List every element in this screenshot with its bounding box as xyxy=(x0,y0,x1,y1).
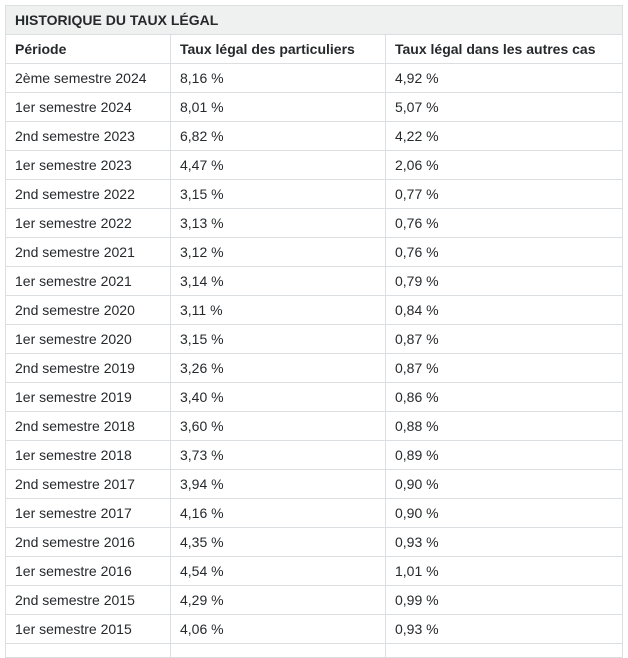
taux-autres-cas-cell: 0,76 % xyxy=(385,208,623,238)
taux-autres-cas-cell: 1,01 % xyxy=(385,556,623,586)
taux-particuliers-cell: 4,47 % xyxy=(170,150,386,180)
table-row: 1er semestre 2024 8,01 % 5,07 % xyxy=(5,92,623,122)
column-header-taux-particuliers: Taux légal des particuliers xyxy=(170,34,386,64)
table-row: 2nd semestre 2016 4,35 % 0,93 % xyxy=(5,527,623,557)
taux-autres-cas-cell: 2,06 % xyxy=(385,150,623,180)
periode-cell xyxy=(5,643,171,658)
periode-cell: 1er semestre 2018 xyxy=(5,440,171,470)
periode-cell: 2nd semestre 2017 xyxy=(5,469,171,499)
periode-cell: 2nd semestre 2019 xyxy=(5,353,171,383)
table-title: HISTORIQUE DU TAUX LÉGAL xyxy=(5,5,623,35)
taux-autres-cas-cell: 5,07 % xyxy=(385,92,623,122)
table-row: 2nd semestre 2021 3,12 % 0,76 % xyxy=(5,237,623,267)
table-row: 2nd semestre 2019 3,26 % 0,87 % xyxy=(5,353,623,383)
taux-particuliers-cell: 3,15 % xyxy=(170,179,386,209)
taux-autres-cas-cell: 0,93 % xyxy=(385,527,623,557)
taux-autres-cas-cell: 0,79 % xyxy=(385,266,623,296)
taux-particuliers-cell: 3,73 % xyxy=(170,440,386,470)
taux-autres-cas-cell: 0,86 % xyxy=(385,382,623,412)
taux-particuliers-cell: 8,16 % xyxy=(170,63,386,93)
table-row: 1er semestre 2022 3,13 % 0,76 % xyxy=(5,208,623,238)
periode-cell: 1er semestre 2016 xyxy=(5,556,171,586)
taux-autres-cas-cell: 0,89 % xyxy=(385,440,623,470)
taux-particuliers-cell: 3,40 % xyxy=(170,382,386,412)
taux-particuliers-cell: 4,35 % xyxy=(170,527,386,557)
legal-rate-history-table: HISTORIQUE DU TAUX LÉGAL Période Taux lé… xyxy=(5,5,623,658)
periode-cell: 1er semestre 2017 xyxy=(5,498,171,528)
taux-autres-cas-cell: 4,22 % xyxy=(385,121,623,151)
table-row: 1er semestre 2020 3,15 % 0,87 % xyxy=(5,324,623,354)
taux-particuliers-cell: 3,15 % xyxy=(170,324,386,354)
taux-particuliers-cell: 8,01 % xyxy=(170,92,386,122)
taux-particuliers-cell: 4,16 % xyxy=(170,498,386,528)
taux-particuliers-cell: 3,11 % xyxy=(170,295,386,325)
taux-particuliers-cell: 3,94 % xyxy=(170,469,386,499)
periode-cell: 1er semestre 2020 xyxy=(5,324,171,354)
periode-cell: 1er semestre 2022 xyxy=(5,208,171,238)
table-row: 2nd semestre 2015 4,29 % 0,99 % xyxy=(5,585,623,615)
taux-particuliers-cell: 3,13 % xyxy=(170,208,386,238)
table-row: 2nd semestre 2020 3,11 % 0,84 % xyxy=(5,295,623,325)
table-row: 1er semestre 2018 3,73 % 0,89 % xyxy=(5,440,623,470)
taux-autres-cas-cell xyxy=(385,643,623,658)
taux-autres-cas-cell: 0,93 % xyxy=(385,614,623,644)
table-header-row: Période Taux légal des particuliers Taux… xyxy=(5,34,623,64)
table-body: 2ème semestre 2024 8,16 % 4,92 % 1er semest… xyxy=(5,63,623,658)
periode-cell: 2nd semestre 2016 xyxy=(5,527,171,557)
table-row: 2nd semestre 2023 6,82 % 4,22 % xyxy=(5,121,623,151)
taux-particuliers-cell: 3,14 % xyxy=(170,266,386,296)
table-row: 2ème semestre 2024 8,16 % 4,92 % xyxy=(5,63,623,93)
column-header-taux-autres-cas: Taux légal dans les autres cas xyxy=(385,34,623,64)
table-row: 1er semestre 2015 4,06 % 0,93 % xyxy=(5,614,623,644)
periode-cell: 2nd semestre 2021 xyxy=(5,237,171,267)
taux-autres-cas-cell: 0,88 % xyxy=(385,411,623,441)
taux-particuliers-cell: 4,29 % xyxy=(170,585,386,615)
taux-particuliers-cell: 6,82 % xyxy=(170,121,386,151)
taux-particuliers-cell: 3,26 % xyxy=(170,353,386,383)
taux-autres-cas-cell: 0,90 % xyxy=(385,498,623,528)
table-title-row: HISTORIQUE DU TAUX LÉGAL xyxy=(5,5,623,35)
table-row: 1er semestre 2021 3,14 % 0,79 % xyxy=(5,266,623,296)
taux-autres-cas-cell: 0,77 % xyxy=(385,179,623,209)
periode-cell: 1er semestre 2024 xyxy=(5,92,171,122)
periode-cell: 2nd semestre 2018 xyxy=(5,411,171,441)
taux-autres-cas-cell: 0,87 % xyxy=(385,353,623,383)
table-row-partial xyxy=(5,643,623,658)
table-row: 2nd semestre 2022 3,15 % 0,77 % xyxy=(5,179,623,209)
periode-cell: 2ème semestre 2024 xyxy=(5,63,171,93)
taux-autres-cas-cell: 0,76 % xyxy=(385,237,623,267)
table-row: 1er semestre 2017 4,16 % 0,90 % xyxy=(5,498,623,528)
periode-cell: 1er semestre 2023 xyxy=(5,150,171,180)
taux-autres-cas-cell: 4,92 % xyxy=(385,63,623,93)
taux-autres-cas-cell: 0,90 % xyxy=(385,469,623,499)
taux-particuliers-cell: 4,06 % xyxy=(170,614,386,644)
periode-cell: 1er semestre 2015 xyxy=(5,614,171,644)
table-row: 2nd semestre 2018 3,60 % 0,88 % xyxy=(5,411,623,441)
table-row: 1er semestre 2019 3,40 % 0,86 % xyxy=(5,382,623,412)
table-row: 2nd semestre 2017 3,94 % 0,90 % xyxy=(5,469,623,499)
table-row: 1er semestre 2016 4,54 % 1,01 % xyxy=(5,556,623,586)
periode-cell: 2nd semestre 2020 xyxy=(5,295,171,325)
taux-particuliers-cell: 4,54 % xyxy=(170,556,386,586)
taux-autres-cas-cell: 0,87 % xyxy=(385,324,623,354)
periode-cell: 2nd semestre 2023 xyxy=(5,121,171,151)
periode-cell: 2nd semestre 2022 xyxy=(5,179,171,209)
periode-cell: 2nd semestre 2015 xyxy=(5,585,171,615)
taux-particuliers-cell xyxy=(170,643,386,658)
periode-cell: 1er semestre 2019 xyxy=(5,382,171,412)
taux-particuliers-cell: 3,12 % xyxy=(170,237,386,267)
column-header-periode: Période xyxy=(5,34,171,64)
taux-autres-cas-cell: 0,84 % xyxy=(385,295,623,325)
periode-cell: 1er semestre 2021 xyxy=(5,266,171,296)
taux-particuliers-cell: 3,60 % xyxy=(170,411,386,441)
table-row: 1er semestre 2023 4,47 % 2,06 % xyxy=(5,150,623,180)
taux-autres-cas-cell: 0,99 % xyxy=(385,585,623,615)
